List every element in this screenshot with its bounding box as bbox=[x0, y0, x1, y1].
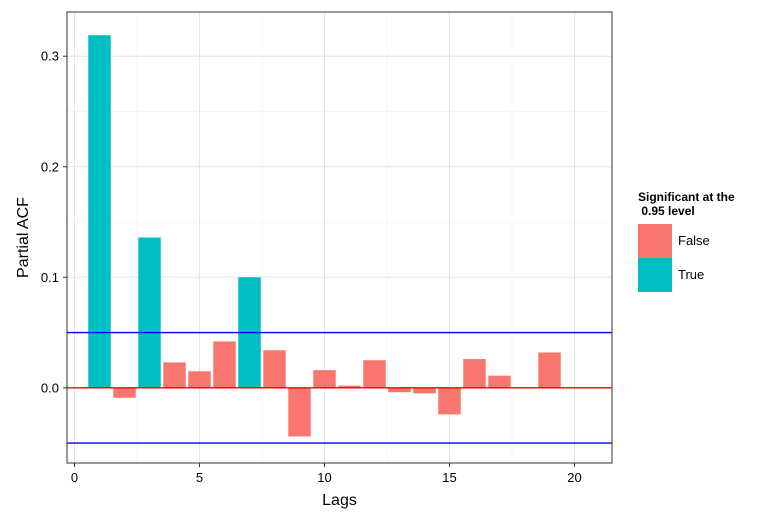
bar-lag-9 bbox=[288, 387, 311, 437]
bar-lag-2 bbox=[113, 387, 136, 398]
bar-lag-19 bbox=[538, 352, 561, 388]
x-tick-label: 10 bbox=[317, 470, 331, 485]
y-axis: 0.0 0.1 0.2 0.3 bbox=[41, 49, 67, 395]
panel-border bbox=[66, 11, 613, 464]
bar-lag-10 bbox=[313, 370, 336, 388]
bar-lag-1 bbox=[88, 35, 111, 388]
y-axis-title: Partial ACF bbox=[15, 197, 32, 278]
x-axis-title: Lags bbox=[322, 492, 357, 509]
y-tick-label: 0.2 bbox=[41, 159, 59, 174]
bar-lag-3 bbox=[138, 237, 161, 388]
legend-title-line-1: Significant at the bbox=[638, 190, 735, 204]
x-axis: 0 5 10 15 20 bbox=[71, 463, 582, 485]
legend-key-false bbox=[638, 224, 672, 258]
bar-lag-12 bbox=[363, 360, 386, 388]
y-tick-label: 0.0 bbox=[41, 380, 59, 395]
legend-key-true bbox=[638, 258, 672, 292]
x-tick-label: 20 bbox=[567, 470, 581, 485]
bar-lag-17 bbox=[488, 375, 511, 388]
bar-lag-5 bbox=[188, 371, 211, 388]
bar-lag-13 bbox=[388, 387, 411, 393]
legend: Significant at the 0.95 level False True bbox=[638, 190, 735, 292]
bar-lag-14 bbox=[413, 387, 436, 394]
bar-lag-11 bbox=[338, 385, 361, 388]
x-tick-label: 0 bbox=[71, 470, 78, 485]
bar-lag-15 bbox=[438, 387, 461, 415]
bar-lag-4 bbox=[163, 362, 186, 388]
bars bbox=[88, 35, 561, 437]
reference-lines bbox=[67, 331, 612, 444]
legend-title-line-2: 0.95 level bbox=[638, 204, 695, 218]
bar-lag-8 bbox=[263, 350, 286, 388]
x-tick-label: 5 bbox=[196, 470, 203, 485]
bar-lag-6 bbox=[213, 341, 236, 388]
y-tick-label: 0.3 bbox=[41, 49, 59, 64]
legend-label-true: True bbox=[678, 267, 704, 282]
legend-label-false: False bbox=[678, 233, 710, 248]
x-tick-label: 15 bbox=[442, 470, 456, 485]
bar-lag-16 bbox=[463, 359, 486, 388]
y-tick-label: 0.1 bbox=[41, 270, 59, 285]
